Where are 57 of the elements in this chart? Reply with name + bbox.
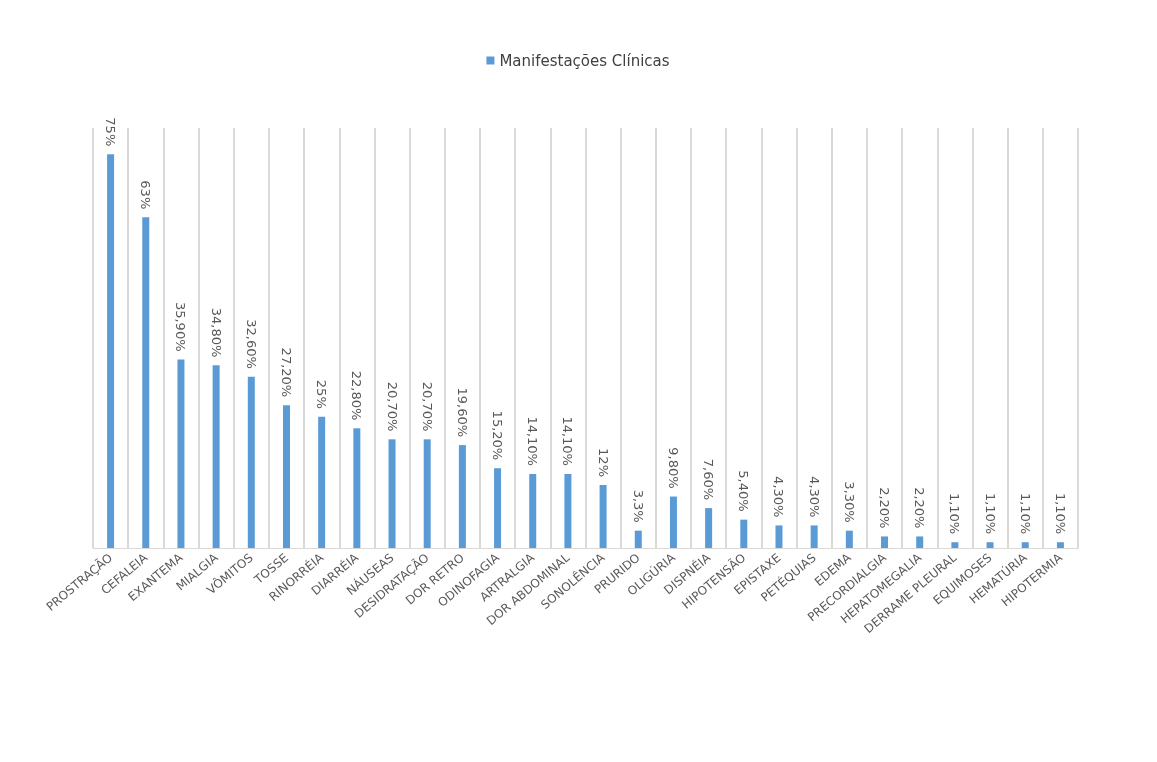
bar <box>247 376 255 548</box>
data-label: 4,30% <box>806 476 822 518</box>
bar <box>212 365 220 548</box>
bar <box>458 445 466 548</box>
data-label: 32,60% <box>243 319 259 369</box>
data-label: 3,30% <box>841 481 857 523</box>
bar <box>775 525 783 548</box>
bar <box>318 416 326 548</box>
bar <box>810 525 818 548</box>
data-label: 4,30% <box>771 476 787 518</box>
data-label: 3,3% <box>630 489 646 523</box>
data-label: 15,20% <box>490 410 506 461</box>
bar <box>951 542 959 548</box>
data-label: 14,10% <box>525 416 541 466</box>
data-label: 22,80% <box>349 370 365 421</box>
bar <box>916 536 924 548</box>
bar <box>177 359 185 548</box>
data-label: 19,60% <box>454 387 470 438</box>
data-label: 20,70% <box>384 381 400 432</box>
bar <box>845 530 853 548</box>
data-label: 14,10% <box>560 416 576 466</box>
legend-label: Manifestações Clínicas <box>499 51 670 70</box>
bar <box>1021 542 1029 548</box>
data-label: 34,80% <box>208 307 224 358</box>
bar <box>107 154 115 548</box>
bar <box>599 485 607 548</box>
bar <box>740 519 748 548</box>
bar <box>669 496 677 548</box>
data-label: 20,70% <box>419 381 435 432</box>
data-label: 7,60% <box>701 458 717 501</box>
bar <box>705 508 713 548</box>
bar <box>1056 542 1064 548</box>
data-label: 2,20% <box>912 487 928 529</box>
data-label: 75% <box>103 117 119 147</box>
data-label: 1,10% <box>1017 492 1033 535</box>
bar <box>494 468 502 548</box>
bar <box>388 439 396 548</box>
bar <box>986 542 994 548</box>
data-label: 25% <box>314 379 330 409</box>
bar <box>881 536 889 548</box>
data-label: 1,10% <box>1052 492 1068 535</box>
bar <box>634 530 642 548</box>
data-label: 1,10% <box>982 492 998 535</box>
data-label: 27,20% <box>278 347 294 398</box>
data-label: 12% <box>595 448 611 477</box>
data-label: 63% <box>138 180 154 210</box>
data-label: 1,10% <box>947 492 963 535</box>
bar <box>353 428 361 548</box>
bar <box>423 439 431 548</box>
data-label: 35,90% <box>173 301 189 352</box>
bar <box>142 217 150 548</box>
bar <box>564 473 572 548</box>
bar <box>529 473 537 548</box>
data-label: 2,20% <box>877 487 893 529</box>
data-label: 9,80% <box>665 447 681 489</box>
bar <box>282 405 290 548</box>
data-label: 5,40% <box>736 470 752 512</box>
